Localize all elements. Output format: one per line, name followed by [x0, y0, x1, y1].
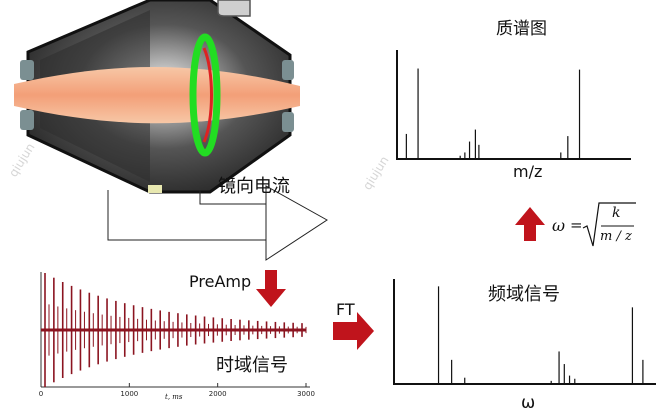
time-axis-label: t, ms: [165, 393, 183, 401]
cyclotron-ring: [189, 33, 221, 157]
preamp-down-arrow: [256, 270, 286, 307]
frequency-spectrum-chart: [393, 279, 656, 385]
formula-equals: =: [570, 216, 583, 234]
left-connector: [20, 60, 34, 80]
time-tick-label: 1000: [120, 390, 138, 398]
formula-radical: [582, 202, 636, 247]
formula-denominator: m / z: [600, 229, 632, 244]
icr-cell: [14, 0, 300, 194]
formula-numerator: k: [612, 205, 621, 221]
right-connector: [282, 112, 294, 132]
time-domain-chart: 0 1000 2000 3000: [39, 272, 315, 398]
wire-top: [199, 190, 268, 205]
preamp-label: PreAmp: [189, 272, 252, 291]
mass-spectrum-title: 质谱图: [496, 19, 547, 39]
top-detector-plate: [217, 0, 251, 17]
left-connector: [20, 110, 34, 130]
ft-right-arrow: [333, 312, 374, 350]
preamp-triangle: [265, 185, 328, 261]
omega-axis-label: ω: [521, 393, 536, 413]
cyclotron-ring-inner: [202, 47, 213, 143]
mass-spectrum-chart: [396, 50, 631, 160]
mass-axis-label: m/z: [513, 162, 543, 181]
right-connector: [282, 60, 294, 80]
time-tick-label: 0: [39, 390, 43, 398]
formula-up-arrow: [515, 207, 545, 241]
ion-beam: [14, 66, 300, 124]
time-tick-label: 3000: [297, 390, 315, 398]
frequency-signal-label: 频域信号: [488, 284, 560, 305]
time-signal-label: 时域信号: [216, 355, 288, 376]
wire-bottom: [107, 190, 266, 241]
image-current-label: 镜向电流: [218, 176, 290, 197]
bottom-pin: [148, 185, 162, 193]
formula-omega: ω: [552, 216, 566, 235]
time-tick-label: 2000: [209, 390, 227, 398]
ft-label: FT: [336, 300, 355, 319]
